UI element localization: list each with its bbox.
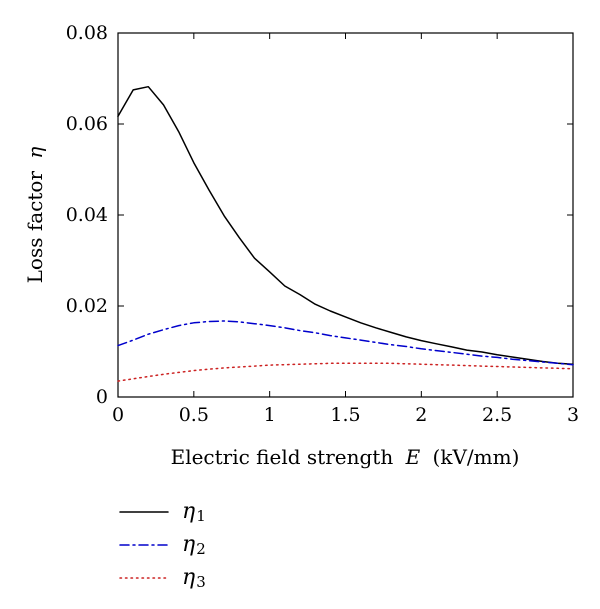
series-line-1: [117, 85, 574, 365]
series-line-3: [117, 362, 574, 382]
y-axis-label-text: Loss factor: [23, 171, 47, 284]
series-line-2: [117, 320, 574, 366]
y-axis-label: Loss factor η: [23, 147, 47, 284]
x-axis: 0 0.5 1 1.5 2 2.5 3: [112, 33, 579, 426]
legend-symbol: η: [182, 499, 195, 524]
y-tick-label: 0.06: [66, 113, 108, 135]
legend-label-3: η3: [182, 565, 206, 591]
legend-label-2: η2: [182, 532, 206, 558]
plot-frame: [117, 32, 574, 398]
x-tick-label: 2.5: [482, 404, 512, 426]
legend-label-1: η1: [182, 499, 206, 525]
legend-symbol: η: [182, 565, 195, 590]
x-tick-label: 3: [567, 404, 579, 426]
y-tick-label: 0.08: [66, 22, 108, 44]
x-tick-label: 2: [415, 404, 427, 426]
legend-subscript: 2: [196, 540, 206, 558]
x-axis-label: Electric field strength E (kV/mm): [171, 445, 520, 469]
y-tick-label: 0.04: [66, 204, 108, 226]
legend-symbol: η: [182, 532, 195, 557]
y-tick-label: 0.02: [66, 295, 108, 317]
legend-subscript: 1: [196, 507, 206, 525]
x-tick-label: 0: [112, 404, 124, 426]
legend-subscript: 3: [196, 573, 206, 591]
x-tick-label: 1: [264, 404, 276, 426]
x-axis-label-text: Electric field strength: [171, 445, 394, 469]
plot-area: [117, 85, 574, 382]
x-axis-label-unit: (kV/mm): [433, 445, 520, 469]
x-tick-label: 1.5: [330, 404, 360, 426]
y-axis-label-variable: η: [23, 147, 47, 159]
x-tick-label: 0.5: [179, 404, 209, 426]
y-axis: 0 0.02 0.04 0.06 0.08: [66, 22, 573, 408]
y-tick-label: 0: [96, 386, 108, 408]
x-axis-label-variable: E: [405, 445, 421, 469]
